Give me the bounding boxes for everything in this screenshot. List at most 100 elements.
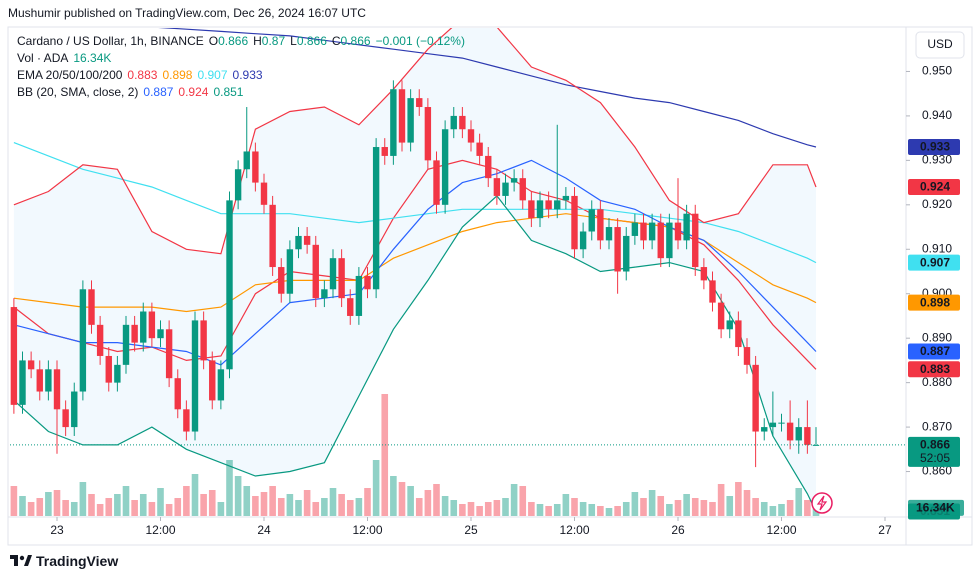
candle-body [398, 89, 406, 143]
volume-bar [536, 504, 544, 516]
candle-body [19, 360, 26, 405]
volume-bar [424, 490, 432, 516]
volume-bar [415, 498, 423, 516]
volume-bar [648, 490, 656, 516]
candle-body [174, 378, 181, 410]
candle-body [36, 369, 43, 392]
candle-body [795, 427, 802, 441]
candle-body [165, 329, 173, 379]
legend-row: Cardano / US Dollar, 1h, BINANCE O0.866 H0… [17, 33, 465, 50]
volume-bar [467, 502, 475, 516]
candle-body [588, 209, 595, 232]
volume-bar [338, 494, 345, 516]
footer-logo: TradingView [36, 553, 118, 569]
candle-body [390, 89, 397, 156]
candle-body [122, 324, 130, 365]
candle-body [381, 147, 388, 156]
x-tick-label: 27 [878, 523, 892, 537]
volume-bar [717, 484, 725, 516]
candle-body [743, 347, 751, 365]
x-tick-label: 12:00 [766, 523, 796, 537]
volume-bar [131, 500, 138, 516]
y-tick-label: 0.940 [922, 108, 952, 122]
volume-bar [183, 486, 190, 516]
volume-bar [510, 484, 518, 516]
volume-bar [441, 496, 449, 516]
volume-bar [329, 488, 337, 516]
volume-bar [614, 506, 621, 516]
volume-bar [588, 504, 596, 516]
candle-body [62, 409, 69, 428]
volume-bar [752, 498, 759, 516]
x-tick-label: 25 [464, 523, 478, 537]
candle-body [683, 213, 690, 241]
ohlc-label: O [208, 34, 219, 48]
volume-bar [605, 508, 613, 516]
volume-bar [760, 502, 768, 516]
candle-body [597, 209, 604, 241]
volume-bar [372, 460, 380, 516]
volume-bar [735, 482, 742, 516]
indicator-name: EMA 20/50/100/200 [17, 68, 123, 82]
candle-body [252, 151, 259, 183]
candle-body [243, 151, 250, 170]
ohlc-label: C [331, 34, 341, 48]
indicator-name: BB (20, SMA, close, 2) [17, 85, 139, 99]
candle-body [278, 267, 285, 294]
y-tick-label: 0.870 [922, 419, 952, 433]
indicator-value: 0.883 [127, 68, 158, 82]
volume-bar [252, 496, 259, 516]
change-label: −0.001 (−0.12%) [375, 34, 465, 48]
volume-bar [355, 498, 363, 516]
candle-body [260, 182, 268, 205]
legend-row: BB (20, SMA, close, 2) 0.887 0.924 0.851 [17, 84, 465, 101]
candle-body [717, 302, 725, 330]
y-tick-label: 0.880 [922, 375, 952, 389]
candle-body [493, 178, 501, 196]
volume-bar [571, 498, 578, 516]
candle-body [79, 289, 87, 392]
volume-bar [139, 494, 147, 516]
publisher: Mushumir published on TradingView.com, D… [8, 6, 366, 20]
candle-body [804, 427, 811, 445]
currency-button[interactable] [915, 31, 965, 59]
indicator-tag-label: 0.883 [920, 362, 950, 376]
ohlc-value: 0.87 [261, 34, 286, 48]
volume-bar [364, 488, 371, 516]
indicator-tag [908, 179, 960, 196]
volume-bar [36, 498, 44, 516]
currency-label[interactable]: USD [927, 37, 953, 51]
x-tick-label: 12:00 [145, 523, 175, 537]
symbol-title: Cardano / US Dollar, 1h, BINANCE [17, 34, 204, 48]
candle-body [450, 115, 457, 130]
volume-bar [312, 502, 320, 516]
candle-body [191, 320, 199, 432]
candle-body [286, 249, 294, 294]
volume-bar [674, 500, 682, 516]
indicator-value: 0.924 [178, 85, 209, 99]
candle-body [114, 364, 121, 383]
indicator-tag-label: 0.898 [920, 295, 950, 309]
legend: Cardano / US Dollar, 1h, BINANCE O0.866 H0… [17, 33, 465, 101]
header: Mushumir published on TradingView.com, D… [8, 6, 366, 20]
volume-bar [208, 490, 216, 516]
volume-bar [200, 494, 207, 516]
volume-bar [631, 492, 639, 516]
ohlc-value: 0.866 [340, 34, 371, 48]
candle-body [433, 160, 440, 205]
volume-value: 16.34K [73, 51, 112, 65]
volume-bar [226, 460, 233, 516]
candle-body [571, 195, 578, 250]
candle-body [605, 227, 613, 241]
volume-bar [545, 506, 552, 516]
ohlc-item: O0.866 [209, 33, 248, 50]
legend-row: Vol · ADA 16.34K [17, 50, 465, 67]
alert-icon[interactable] [811, 492, 833, 514]
volume-bar [191, 474, 199, 516]
volume-bar [786, 500, 794, 516]
candle-body [347, 298, 354, 316]
candle-body [812, 444, 820, 446]
candle-body [53, 369, 61, 410]
volume-bar [407, 486, 414, 516]
